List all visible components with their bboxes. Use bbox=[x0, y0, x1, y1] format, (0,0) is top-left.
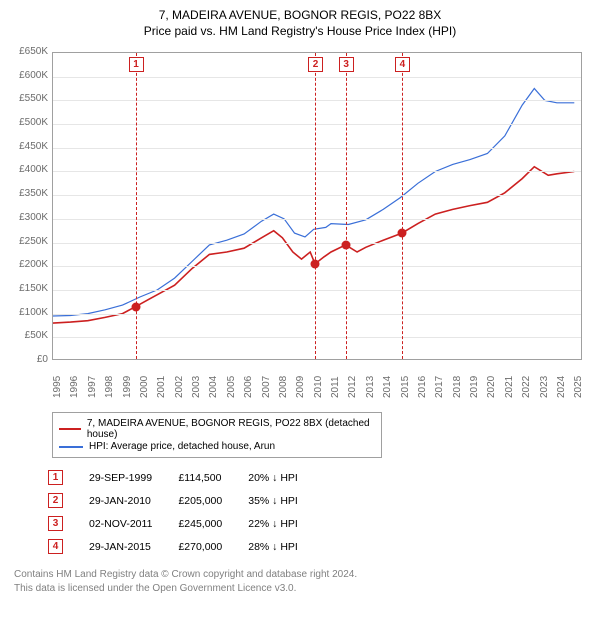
event-price: £114,500 bbox=[172, 466, 242, 489]
event-price: £270,000 bbox=[172, 535, 242, 558]
x-tick: 1996 bbox=[69, 376, 80, 398]
x-tick: 1997 bbox=[87, 376, 98, 398]
x-tick: 2022 bbox=[521, 376, 532, 398]
legend-item: 7, MADEIRA AVENUE, BOGNOR REGIS, PO22 8B… bbox=[59, 418, 375, 440]
x-tick: 2002 bbox=[174, 376, 185, 398]
y-tick: £600K bbox=[8, 71, 48, 81]
x-tick: 2010 bbox=[313, 376, 324, 398]
y-tick: £100K bbox=[8, 308, 48, 318]
x-tick: 2019 bbox=[469, 376, 480, 398]
y-tick: £650K bbox=[8, 47, 48, 57]
x-tick: 2008 bbox=[278, 376, 289, 398]
legend-item: HPI: Average price, detached house, Arun bbox=[59, 441, 375, 452]
event-delta: 35% ↓ HPI bbox=[242, 489, 318, 512]
event-date: 29-JAN-2010 bbox=[83, 489, 172, 512]
x-tick: 2003 bbox=[191, 376, 202, 398]
x-tick: 2018 bbox=[452, 376, 463, 398]
x-tick: 2007 bbox=[261, 376, 272, 398]
event-delta: 20% ↓ HPI bbox=[242, 466, 318, 489]
x-tick: 2006 bbox=[243, 376, 254, 398]
x-tick: 1995 bbox=[52, 376, 63, 398]
y-tick: £400K bbox=[8, 165, 48, 175]
x-tick: 2015 bbox=[400, 376, 411, 398]
event-marker: 3 bbox=[339, 57, 354, 72]
legend-swatch bbox=[59, 446, 83, 448]
chart-lines bbox=[53, 53, 583, 361]
footer: Contains HM Land Registry data © Crown c… bbox=[14, 568, 592, 595]
legend-label: HPI: Average price, detached house, Arun bbox=[89, 441, 275, 452]
event-price: £205,000 bbox=[172, 489, 242, 512]
legend-label: 7, MADEIRA AVENUE, BOGNOR REGIS, PO22 8B… bbox=[87, 418, 375, 440]
legend-swatch bbox=[59, 428, 81, 430]
x-tick: 2016 bbox=[417, 376, 428, 398]
x-tick: 2024 bbox=[556, 376, 567, 398]
y-tick: £50K bbox=[8, 331, 48, 341]
page-title: 7, MADEIRA AVENUE, BOGNOR REGIS, PO22 8B… bbox=[8, 8, 592, 22]
footer-line: Contains HM Land Registry data © Crown c… bbox=[14, 568, 592, 582]
x-tick: 2000 bbox=[139, 376, 150, 398]
x-tick: 2005 bbox=[226, 376, 237, 398]
event-point bbox=[397, 229, 406, 238]
event-num-box: 1 bbox=[48, 470, 63, 485]
y-tick: £250K bbox=[8, 237, 48, 247]
event-date: 29-JAN-2015 bbox=[83, 535, 172, 558]
event-num-box: 3 bbox=[48, 516, 63, 531]
y-tick: £200K bbox=[8, 260, 48, 270]
events-table: 1 29-SEP-1999£114,50020% ↓ HPI 2 29-JAN-201… bbox=[42, 466, 318, 558]
x-tick: 2014 bbox=[382, 376, 393, 398]
event-vline bbox=[346, 53, 347, 359]
plot-area: 1 2 3 4 bbox=[52, 52, 582, 360]
x-tick: 2013 bbox=[365, 376, 376, 398]
y-tick: £500K bbox=[8, 118, 48, 128]
event-delta: 22% ↓ HPI bbox=[242, 512, 318, 535]
table-row: 3 02-NOV-2011£245,00022% ↓ HPI bbox=[42, 512, 318, 535]
event-marker: 2 bbox=[308, 57, 323, 72]
y-tick: £550K bbox=[8, 94, 48, 104]
x-tick: 1999 bbox=[122, 376, 133, 398]
page-subtitle: Price paid vs. HM Land Registry's House … bbox=[8, 24, 592, 38]
x-tick: 2021 bbox=[504, 376, 515, 398]
x-tick: 1998 bbox=[104, 376, 115, 398]
x-tick: 2009 bbox=[295, 376, 306, 398]
x-tick: 2017 bbox=[434, 376, 445, 398]
x-tick: 2023 bbox=[539, 376, 550, 398]
event-date: 02-NOV-2011 bbox=[83, 512, 172, 535]
y-tick: £150K bbox=[8, 284, 48, 294]
x-tick: 2011 bbox=[330, 376, 341, 398]
event-marker: 1 bbox=[129, 57, 144, 72]
table-row: 1 29-SEP-1999£114,50020% ↓ HPI bbox=[42, 466, 318, 489]
x-tick: 2012 bbox=[347, 376, 358, 398]
table-row: 4 29-JAN-2015£270,00028% ↓ HPI bbox=[42, 535, 318, 558]
legend: 7, MADEIRA AVENUE, BOGNOR REGIS, PO22 8B… bbox=[52, 412, 382, 458]
x-tick: 2004 bbox=[208, 376, 219, 398]
table-row: 2 29-JAN-2010£205,00035% ↓ HPI bbox=[42, 489, 318, 512]
event-vline bbox=[315, 53, 316, 359]
y-tick: £450K bbox=[8, 142, 48, 152]
y-tick: £0 bbox=[8, 355, 48, 365]
event-delta: 28% ↓ HPI bbox=[242, 535, 318, 558]
event-num-box: 2 bbox=[48, 493, 63, 508]
y-tick: £350K bbox=[8, 189, 48, 199]
event-vline bbox=[136, 53, 137, 359]
event-price: £245,000 bbox=[172, 512, 242, 535]
event-date: 29-SEP-1999 bbox=[83, 466, 172, 489]
event-point bbox=[341, 240, 350, 249]
x-tick: 2025 bbox=[573, 376, 584, 398]
y-tick: £300K bbox=[8, 213, 48, 223]
event-num-box: 4 bbox=[48, 539, 63, 554]
event-vline bbox=[402, 53, 403, 359]
x-tick: 2001 bbox=[156, 376, 167, 398]
event-point bbox=[131, 302, 140, 311]
event-point bbox=[311, 259, 320, 268]
event-marker: 4 bbox=[395, 57, 410, 72]
footer-line: This data is licensed under the Open Gov… bbox=[14, 582, 592, 596]
chart: 1 2 3 4 £0 £50K £100K £150K £200K £250K £300K £350… bbox=[8, 46, 592, 406]
x-tick: 2020 bbox=[486, 376, 497, 398]
